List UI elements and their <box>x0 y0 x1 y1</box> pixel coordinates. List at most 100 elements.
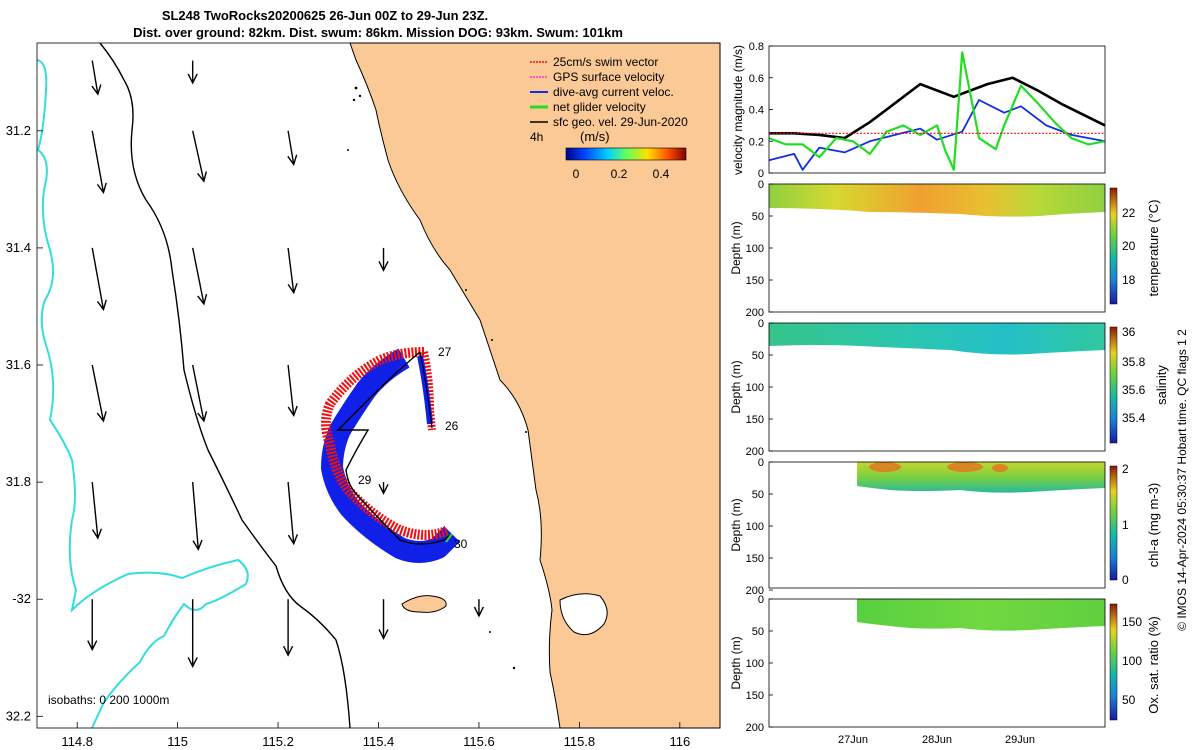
map-y-tick-label: 31.2 <box>6 123 31 138</box>
estuary <box>559 593 608 636</box>
day-label-30: 30 <box>454 537 468 551</box>
depth-tick-label: 150 <box>746 275 764 287</box>
depth-tick-label: 150 <box>746 414 764 426</box>
map-panel: 27 26 29 30 25cm/s swim vector GPS surfa… <box>6 42 721 749</box>
geo-velocity-arrows <box>87 60 485 668</box>
svg-text:dive-avg current veloc.: dive-avg current veloc. <box>553 85 674 99</box>
isobath-deep <box>36 59 249 729</box>
velocity-series <box>768 51 1106 171</box>
geo-velocity-arrow <box>187 599 198 668</box>
oxygen-colorbar <box>1109 603 1118 721</box>
velocity-y-tick-label: 0.8 <box>749 41 764 53</box>
day-label-26: 26 <box>445 419 459 433</box>
geo-velocity-arrow <box>287 482 299 546</box>
islets <box>347 86 527 670</box>
day-label-29: 29 <box>358 473 372 487</box>
map-y-ticks: 31.2 31.4 31.6 31.8 -32 32.2 <box>6 123 43 723</box>
velocity-ylabel: velocity magnitude (m/s) <box>731 45 745 175</box>
velocity-y-ticks: 0 0.2 0.4 0.6 0.8 <box>749 41 773 180</box>
geo-velocity-arrow <box>91 247 107 312</box>
map-x-ticks: 114.8 115 115.2 115.4 115.6 115.8 116 <box>61 722 690 749</box>
depth-tick-label: 0 <box>758 594 764 606</box>
depth-tick-label: 0 <box>758 318 764 330</box>
depth-tick-label: 200 <box>746 307 764 319</box>
oxygen-field <box>857 599 1105 631</box>
legend-item-swim-vector: 25cm/s swim vector <box>530 55 658 69</box>
temperature-panel: 22 20 18 temperature (°C) Depth (m) 0 50 1… <box>729 179 1161 319</box>
glider-track <box>321 347 460 563</box>
depth-ylabel: Depth (m) <box>729 360 743 413</box>
velocity-y-tick-label: 0.2 <box>749 136 764 148</box>
depth-tick-label: 50 <box>752 211 764 223</box>
oxygen-panel: 150 100 50 Ox. sat. ratio (%) Depth (m) … <box>729 594 1161 734</box>
depth-tick-label: 200 <box>746 585 764 597</box>
depth-tick-label: 50 <box>752 626 764 638</box>
svg-text:net glider velocity: net glider velocity <box>553 100 646 114</box>
track-swim-band-north <box>420 351 436 431</box>
chlorophyll-colorbar <box>1109 465 1118 581</box>
geo-velocity-arrow <box>287 130 298 166</box>
salinity-label: salinity <box>1154 365 1169 405</box>
map-y-tick-label: -32 <box>12 591 31 606</box>
track-current-north <box>417 355 433 425</box>
oxygen-cb-tick: 50 <box>1122 693 1136 707</box>
map-x-tick-label: 115.6 <box>463 734 495 749</box>
depth-tick-label: 100 <box>746 382 764 394</box>
geo-velocity-arrow <box>192 130 208 183</box>
svg-text:sfc geo. vel. 29-Jun-2020: sfc geo. vel. 29-Jun-2020 <box>553 115 688 129</box>
map-x-tick-label: 116 <box>669 734 690 749</box>
salinity-cb-tick: 35.6 <box>1122 383 1146 397</box>
depth-ylabel: Depth (m) <box>729 498 743 551</box>
temperature-field <box>769 184 1105 217</box>
geo-velocity-arrow <box>378 247 389 272</box>
colorbar-title: (m/s) <box>580 129 610 144</box>
map-x-tick-label: 115 <box>167 734 188 749</box>
geo-velocity-arrow <box>91 364 107 423</box>
velocity-axes-bg <box>769 46 1105 173</box>
geo-velocity-arrow <box>287 247 298 295</box>
depth-tick-label: 50 <box>752 350 764 362</box>
svg-text:25cm/s swim vector: 25cm/s swim vector <box>553 55 658 69</box>
geo-velocity-arrow <box>91 482 103 540</box>
map-y-tick-label: 31.8 <box>6 474 31 489</box>
velocity-series-line <box>769 76 1106 140</box>
day-label-27: 27 <box>438 345 452 359</box>
salinity-cb-tick: 35.8 <box>1122 355 1146 369</box>
map-y-tick-label: 31.4 <box>6 240 31 255</box>
chlorophyll-label: chl-a (mg m-3) <box>1146 483 1161 568</box>
depth-tick-label: 100 <box>746 521 764 533</box>
chlorophyll-field <box>857 462 1105 493</box>
geo-velocity-arrow <box>87 599 98 652</box>
depth-ylabel: Depth (m) <box>729 221 743 274</box>
temperature-label: temperature (°C) <box>1146 200 1161 297</box>
legend-item-current-velocity: dive-avg current veloc. <box>530 85 674 99</box>
salinity-cb-tick: 36 <box>1122 325 1136 339</box>
map-y-tick-label: 31.6 <box>6 357 31 372</box>
geo-velocity-arrow <box>282 599 294 657</box>
velocity-series-line <box>768 99 1106 171</box>
time-step-label: 4h <box>530 130 543 144</box>
geo-velocity-arrow <box>91 130 107 194</box>
depth-tick-label: 0 <box>758 179 764 191</box>
depth-tick-label: 150 <box>746 690 764 702</box>
land <box>349 42 721 729</box>
map-legend: 25cm/s swim vector GPS surface velocity … <box>530 55 688 181</box>
depth-tick-label: 0 <box>758 457 764 469</box>
speed-colorbar <box>565 147 687 161</box>
temperature-cb-tick: 18 <box>1122 273 1136 287</box>
velocity-panel: 0 0.2 0.4 0.6 0.8 velocity magnitude (m/s) <box>731 41 1106 180</box>
isobath-200 <box>99 42 351 729</box>
map-x-tick-label: 115.2 <box>262 734 294 749</box>
colorbar-tick: 0.2 <box>611 167 628 181</box>
chlorophyll-axes <box>768 461 1106 589</box>
velocity-y-tick-label: 0.4 <box>749 105 764 117</box>
legend-item-net-velocity: net glider velocity <box>530 100 646 114</box>
depth-tick-label: 100 <box>746 243 764 255</box>
depth-tick-label: 150 <box>746 553 764 565</box>
geo-velocity-arrow <box>91 60 102 96</box>
geo-velocity-arrow <box>378 599 389 640</box>
geo-velocity-arrow <box>187 60 198 85</box>
oxygen-cb-tick: 150 <box>1122 615 1142 629</box>
depth-ylabel: Depth (m) <box>729 636 743 689</box>
